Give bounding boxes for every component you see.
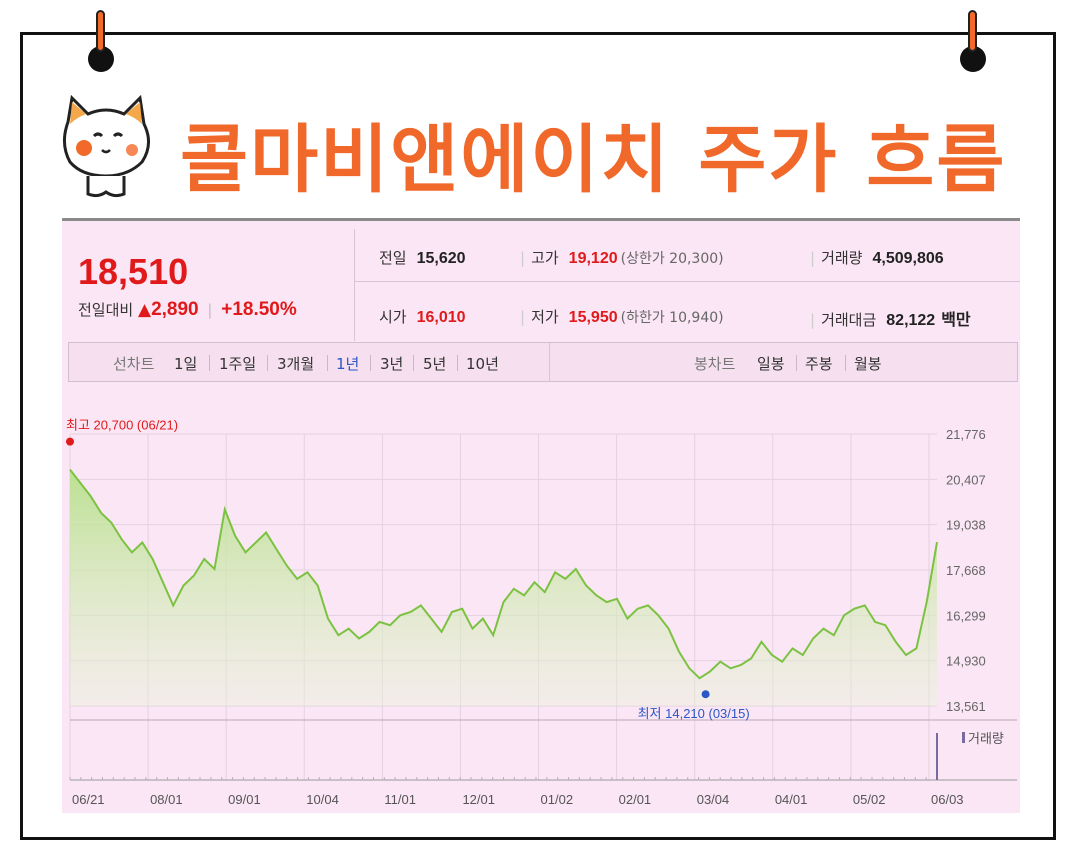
tab-period-1d[interactable]: 1일 xyxy=(174,355,198,373)
candle-chart-label: 봉차트 xyxy=(694,355,736,373)
stock-panel: 18,510 전일대비 ▲2,890 | +18.50% 전일 15,620 | 고… xyxy=(62,218,1020,813)
tab-period-1y[interactable]: 1년 xyxy=(336,355,360,373)
x-axis-labels: 06/21 08/01 09/01 10/04 11/01 12/01 01/02 02/01… xyxy=(72,792,964,807)
trade-amount: | 거래대금 82,122 백만 xyxy=(810,311,971,329)
x-tick-label: 03/04 xyxy=(697,792,730,807)
low-price: | 저가 15,950 (하한가 10,940) xyxy=(520,308,724,326)
price-area xyxy=(70,469,937,706)
y-tick-label: 20,407 xyxy=(946,472,986,487)
current-price: 18,510 xyxy=(78,251,189,292)
max-label: 최고 20,700 (06/21) xyxy=(66,418,178,433)
tab-candle-monthly[interactable]: 월봉 xyxy=(854,355,882,373)
price-chart: 21,776 20,407 19,038 17,668 16,299 14,930 13,5… xyxy=(66,418,1017,807)
x-tick-label: 05/02 xyxy=(853,792,886,807)
price-change: 전일대비 ▲2,890 | +18.50% xyxy=(78,299,297,320)
open-price: 시가 16,010 xyxy=(379,308,466,326)
min-dot xyxy=(701,690,710,699)
quote-summary: 18,510 전일대비 ▲2,890 | +18.50% 전일 15,620 | 고… xyxy=(62,218,1020,341)
x-tick-label: 11/01 xyxy=(384,792,416,807)
x-tick-label: 08/01 xyxy=(150,792,183,807)
x-tick-label: 09/01 xyxy=(228,792,261,807)
volume: | 거래량 4,509,806 xyxy=(810,249,944,267)
change-percent: +18.50% xyxy=(221,299,297,320)
y-tick-label: 16,299 xyxy=(946,608,986,623)
change-label: 전일대비 xyxy=(78,301,134,319)
change-amount: 2,890 xyxy=(151,299,199,320)
volume-legend: 거래량 xyxy=(968,731,1004,746)
y-tick-label: 14,930 xyxy=(946,654,986,669)
volume-legend-swatch xyxy=(962,732,965,743)
y-axis-labels: 21,776 20,407 19,038 17,668 16,299 14,930 13,5… xyxy=(946,427,986,714)
line-chart-label: 선차트 xyxy=(113,355,155,373)
tab-period-3m[interactable]: 3개월 xyxy=(277,355,315,373)
x-tick-label: 10/04 xyxy=(306,792,339,807)
chart-annotations: 최고 20,700 (06/21) 최저 14,210 (03/15) 거래량 xyxy=(66,418,1004,746)
x-tick-label: 12/01 xyxy=(462,792,495,807)
y-tick-label: 13,561 xyxy=(946,699,986,714)
tab-period-1w[interactable]: 1주일 xyxy=(219,355,257,373)
up-arrow-icon: ▲ xyxy=(137,300,152,320)
price-line xyxy=(69,468,938,680)
high-price: | 고가 19,120 (상한가 20,300) xyxy=(520,249,724,267)
y-tick-label: 19,038 xyxy=(946,518,986,533)
x-tick-label: 01/02 xyxy=(541,792,574,807)
tab-period-5y[interactable]: 5년 xyxy=(423,355,447,373)
tab-candle-weekly[interactable]: 주봉 xyxy=(805,355,833,373)
tab-candle-daily[interactable]: 일봉 xyxy=(757,355,785,373)
chart-tabs: 선차트 1일 1주일 3개월 1년 3년 5년 10년 봉차트 일봉 주봉 월봉 xyxy=(68,342,1018,382)
chart-grid xyxy=(69,433,1017,781)
tab-period-3y[interactable]: 3년 xyxy=(380,355,404,373)
y-tick-label: 17,668 xyxy=(946,563,986,578)
prev-close: 전일 15,620 xyxy=(379,249,466,267)
cat-mascot-icon xyxy=(63,94,150,198)
page-title: 콜마비앤에이치 주가 흐름 xyxy=(180,117,1007,203)
tab-period-10y[interactable]: 10년 xyxy=(466,355,499,373)
x-tick-label: 06/21 xyxy=(72,792,105,807)
y-tick-label: 21,776 xyxy=(946,427,986,442)
x-tick-label: 06/03 xyxy=(931,792,964,807)
x-tick-label: 04/01 xyxy=(775,792,808,807)
max-dot xyxy=(66,437,74,446)
x-tick-label: 02/01 xyxy=(619,792,652,807)
min-label: 최저 14,210 (03/15) xyxy=(638,706,750,721)
